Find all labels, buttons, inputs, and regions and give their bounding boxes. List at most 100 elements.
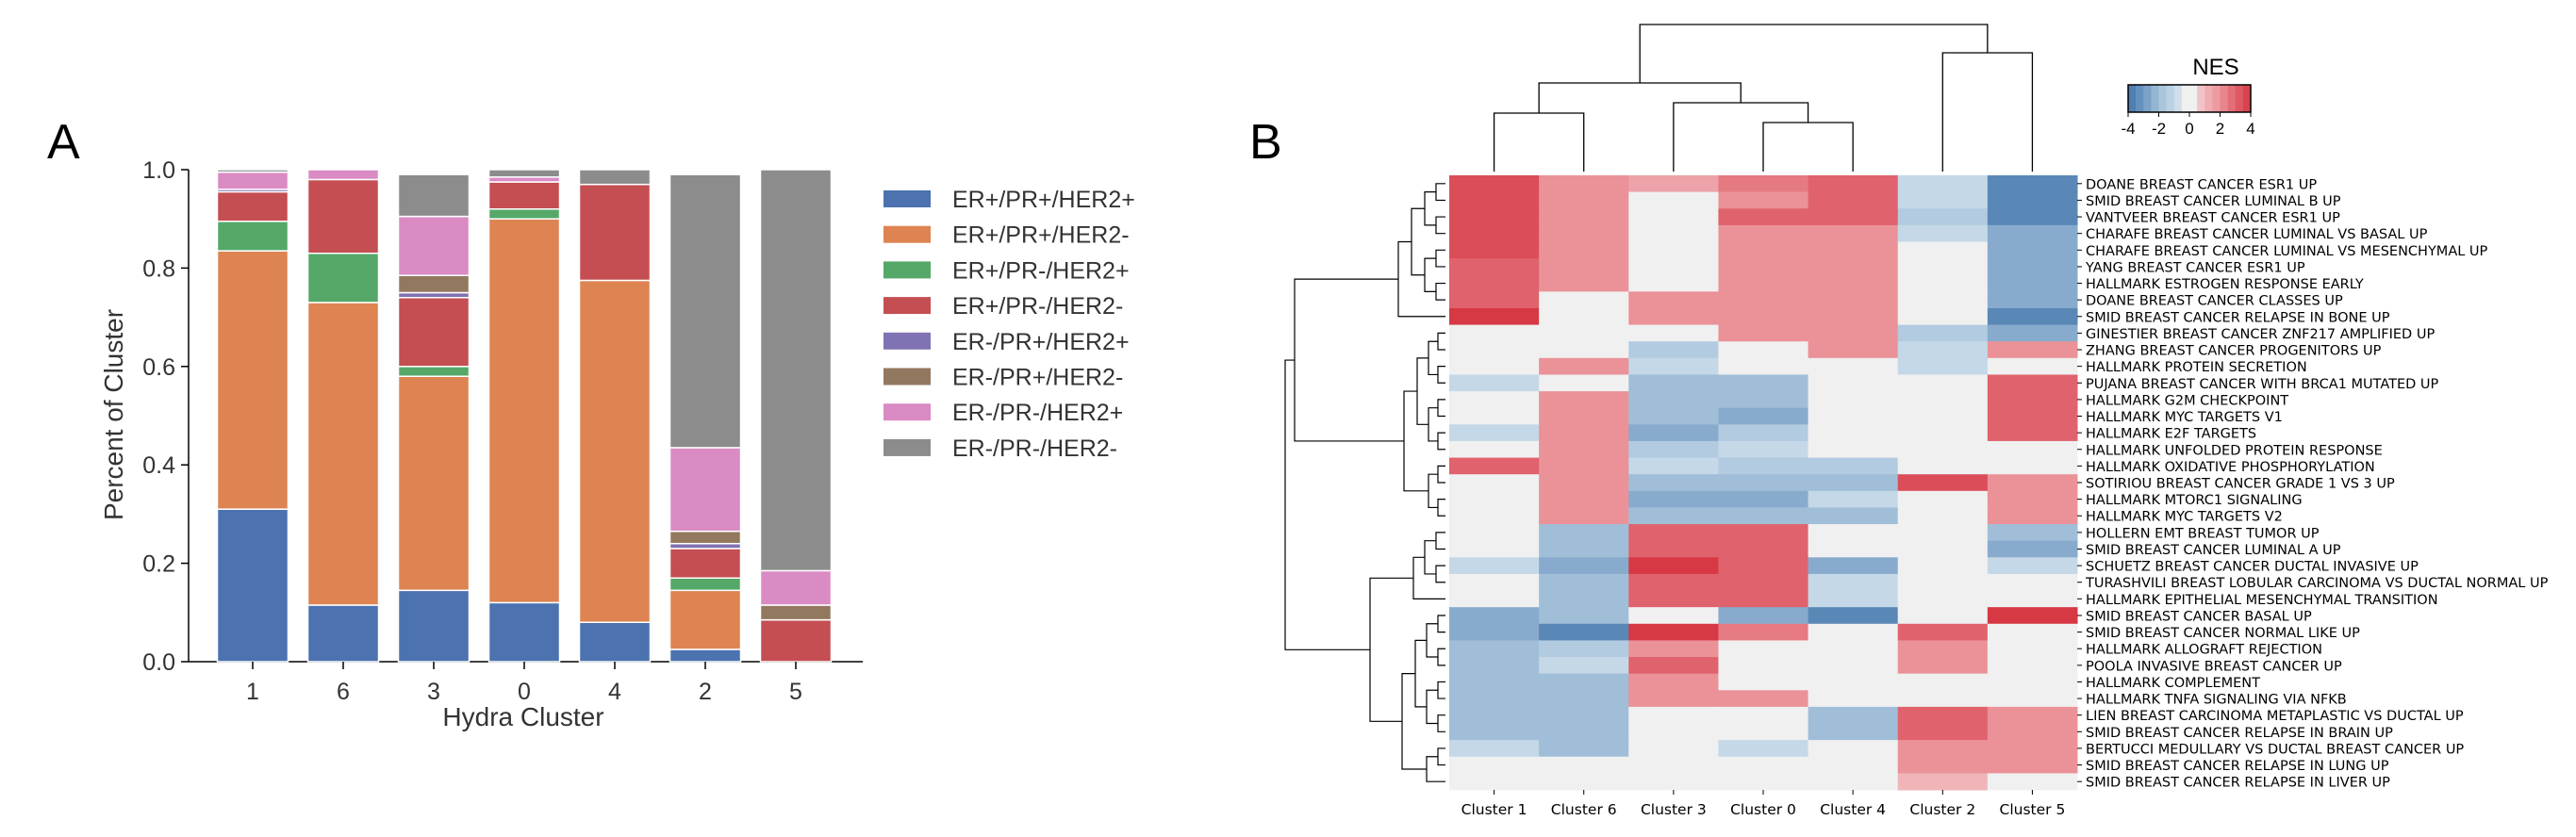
- legend-entry: ER+/PR+/HER2-: [952, 222, 1130, 249]
- heatmap-cell: [1718, 557, 1809, 575]
- heatmap-cell: [1449, 540, 1540, 558]
- bar-segment: [669, 530, 742, 545]
- bar-segment: [216, 508, 289, 663]
- dendrogram-link: [1435, 282, 1445, 301]
- heatmap-cell: [1539, 756, 1629, 774]
- bar-segment: [578, 183, 652, 282]
- heatmap-cell: [1897, 723, 1989, 741]
- heatmap-cell: [1449, 274, 1540, 292]
- heatmap-cell: [1539, 274, 1629, 292]
- dendrogram-link: [1426, 689, 1438, 725]
- bar-segment: [578, 621, 652, 663]
- heatmap-cell: [1897, 291, 1989, 309]
- heatmap-cell: [1897, 224, 1989, 242]
- legend-swatch: [883, 368, 931, 386]
- colorbar-title: NES: [2192, 55, 2238, 80]
- heatmap-cell: [1449, 407, 1540, 425]
- heatmap-cell: [1987, 357, 2078, 375]
- dendrogram-link: [1428, 407, 1438, 442]
- heatmap-cell: [1987, 241, 2078, 259]
- bar-segment: [759, 618, 833, 663]
- heatmap-cell: [1987, 623, 2078, 641]
- heatmap-cell: [1808, 723, 1899, 741]
- heatmap-cell: [1987, 657, 2078, 675]
- heatmap-cell: [1897, 706, 1989, 725]
- heatmap-cell: [1449, 324, 1540, 342]
- heatmap-row-label: SMID BREAST CANCER NORMAL LIKE UP: [2086, 626, 2360, 641]
- heatmap-cell: [1808, 557, 1899, 575]
- heatmap-cell: [1718, 391, 1809, 409]
- heatmap-cell: [1808, 524, 1899, 542]
- heatmap-cell: [1718, 673, 1809, 691]
- heatmap-cell: [1987, 607, 2078, 625]
- bar-segment: [216, 221, 289, 252]
- heatmap-column-label: Cluster 6: [1551, 801, 1617, 818]
- dendrogram-link: [1428, 340, 1438, 376]
- nes-colorbar: -4 -2 0 2 4: [2121, 84, 2255, 138]
- heatmap-cell: [1449, 341, 1540, 359]
- heatmap-cell: [1718, 224, 1809, 242]
- bar-y-tick-label: 0.6: [142, 354, 175, 381]
- heatmap-cell: [1718, 773, 1809, 791]
- heatmap-cell: [1539, 374, 1629, 392]
- heatmap-cell: [1628, 224, 1719, 242]
- dendrogram-link: [1639, 24, 1989, 83]
- bar-segment: [306, 604, 380, 663]
- dendrogram-link: [1397, 240, 1445, 318]
- heatmap-cell: [1539, 291, 1629, 309]
- heatmap-cell: [1718, 341, 1809, 359]
- heatmap-cell: [1987, 274, 2078, 292]
- heatmap-row-label: HALLMARK MYC TARGETS V1: [2086, 410, 2283, 425]
- heatmap-cell: [1718, 374, 1809, 392]
- colorbar-segment: [2220, 85, 2229, 112]
- heatmap-cell: [1987, 307, 2078, 326]
- heatmap-cell: [1539, 258, 1629, 276]
- heatmap-cell: [1718, 607, 1809, 625]
- heatmap-cell: [1628, 557, 1719, 575]
- dendrogram-link: [1437, 714, 1445, 732]
- legend-entry: ER+/PR+/HER2+: [952, 187, 1135, 213]
- heatmap-cell: [1987, 407, 2078, 425]
- bar-x-tick-label: 6: [337, 679, 350, 705]
- heatmap-cell: [1449, 291, 1540, 309]
- bar-segment: [669, 648, 742, 663]
- bar-segment: [397, 291, 471, 299]
- heatmap-row-label: SMID BREAST CANCER RELAPSE IN LUNG UP: [2086, 759, 2389, 774]
- bar-segment: [759, 169, 833, 572]
- heatmap-cell: [1628, 573, 1719, 592]
- heatmap-cell: [1628, 706, 1719, 725]
- heatmap-cell: [1808, 424, 1899, 442]
- heatmap-column-labels: Cluster 1 Cluster 6 Cluster 3 Cluster 0 Clus…: [1461, 790, 2065, 818]
- dendrogram-link: [1424, 540, 1436, 575]
- heatmap-cell: [1808, 657, 1899, 675]
- heatmap-row-label: HALLMARK PROTEIN SECRETION: [2086, 360, 2307, 375]
- heatmap-row-label: CHARAFE BREAST CANCER LUMINAL VS MESENCH…: [2086, 244, 2488, 259]
- legend-swatch: [883, 403, 931, 421]
- heatmap-row-label: SMID BREAST CANCER RELAPSE IN BRAIN UP: [2086, 726, 2393, 741]
- heatmap-cell: [1628, 457, 1719, 475]
- heatmap-cell: [1808, 490, 1899, 508]
- heatmap-row-label: CHARAFE BREAST CANCER LUMINAL VS BASAL U…: [2086, 227, 2428, 242]
- heatmap-cell: [1987, 524, 2078, 542]
- heatmap-cell: [1628, 391, 1719, 409]
- heatmap-cell: [1808, 208, 1899, 226]
- heatmap-cell: [1987, 590, 2078, 608]
- heatmap-cell: [1628, 507, 1719, 525]
- bar-segment: [397, 589, 471, 663]
- heatmap-cell: [1449, 191, 1540, 209]
- heatmap-cell: [1987, 640, 2078, 658]
- heatmap-cell: [1539, 474, 1629, 492]
- legend-swatch: [883, 261, 931, 279]
- dendrogram-link: [1437, 366, 1445, 384]
- heatmap-column-label: Cluster 0: [1730, 801, 1796, 818]
- heatmap-cell: [1897, 407, 1989, 425]
- heatmap-row-labels: DOANE BREAST CANCER ESR1 UP SMID BREAST C…: [2077, 177, 2549, 791]
- heatmap-cell: [1628, 324, 1719, 342]
- heatmap-cell: [1628, 474, 1719, 492]
- heatmap-cell: [1897, 208, 1989, 226]
- heatmap-cell: [1628, 607, 1719, 625]
- heatmap-cell: [1539, 241, 1629, 259]
- heatmap-cell: [1987, 324, 2078, 342]
- colorbar-segment: [2151, 85, 2159, 112]
